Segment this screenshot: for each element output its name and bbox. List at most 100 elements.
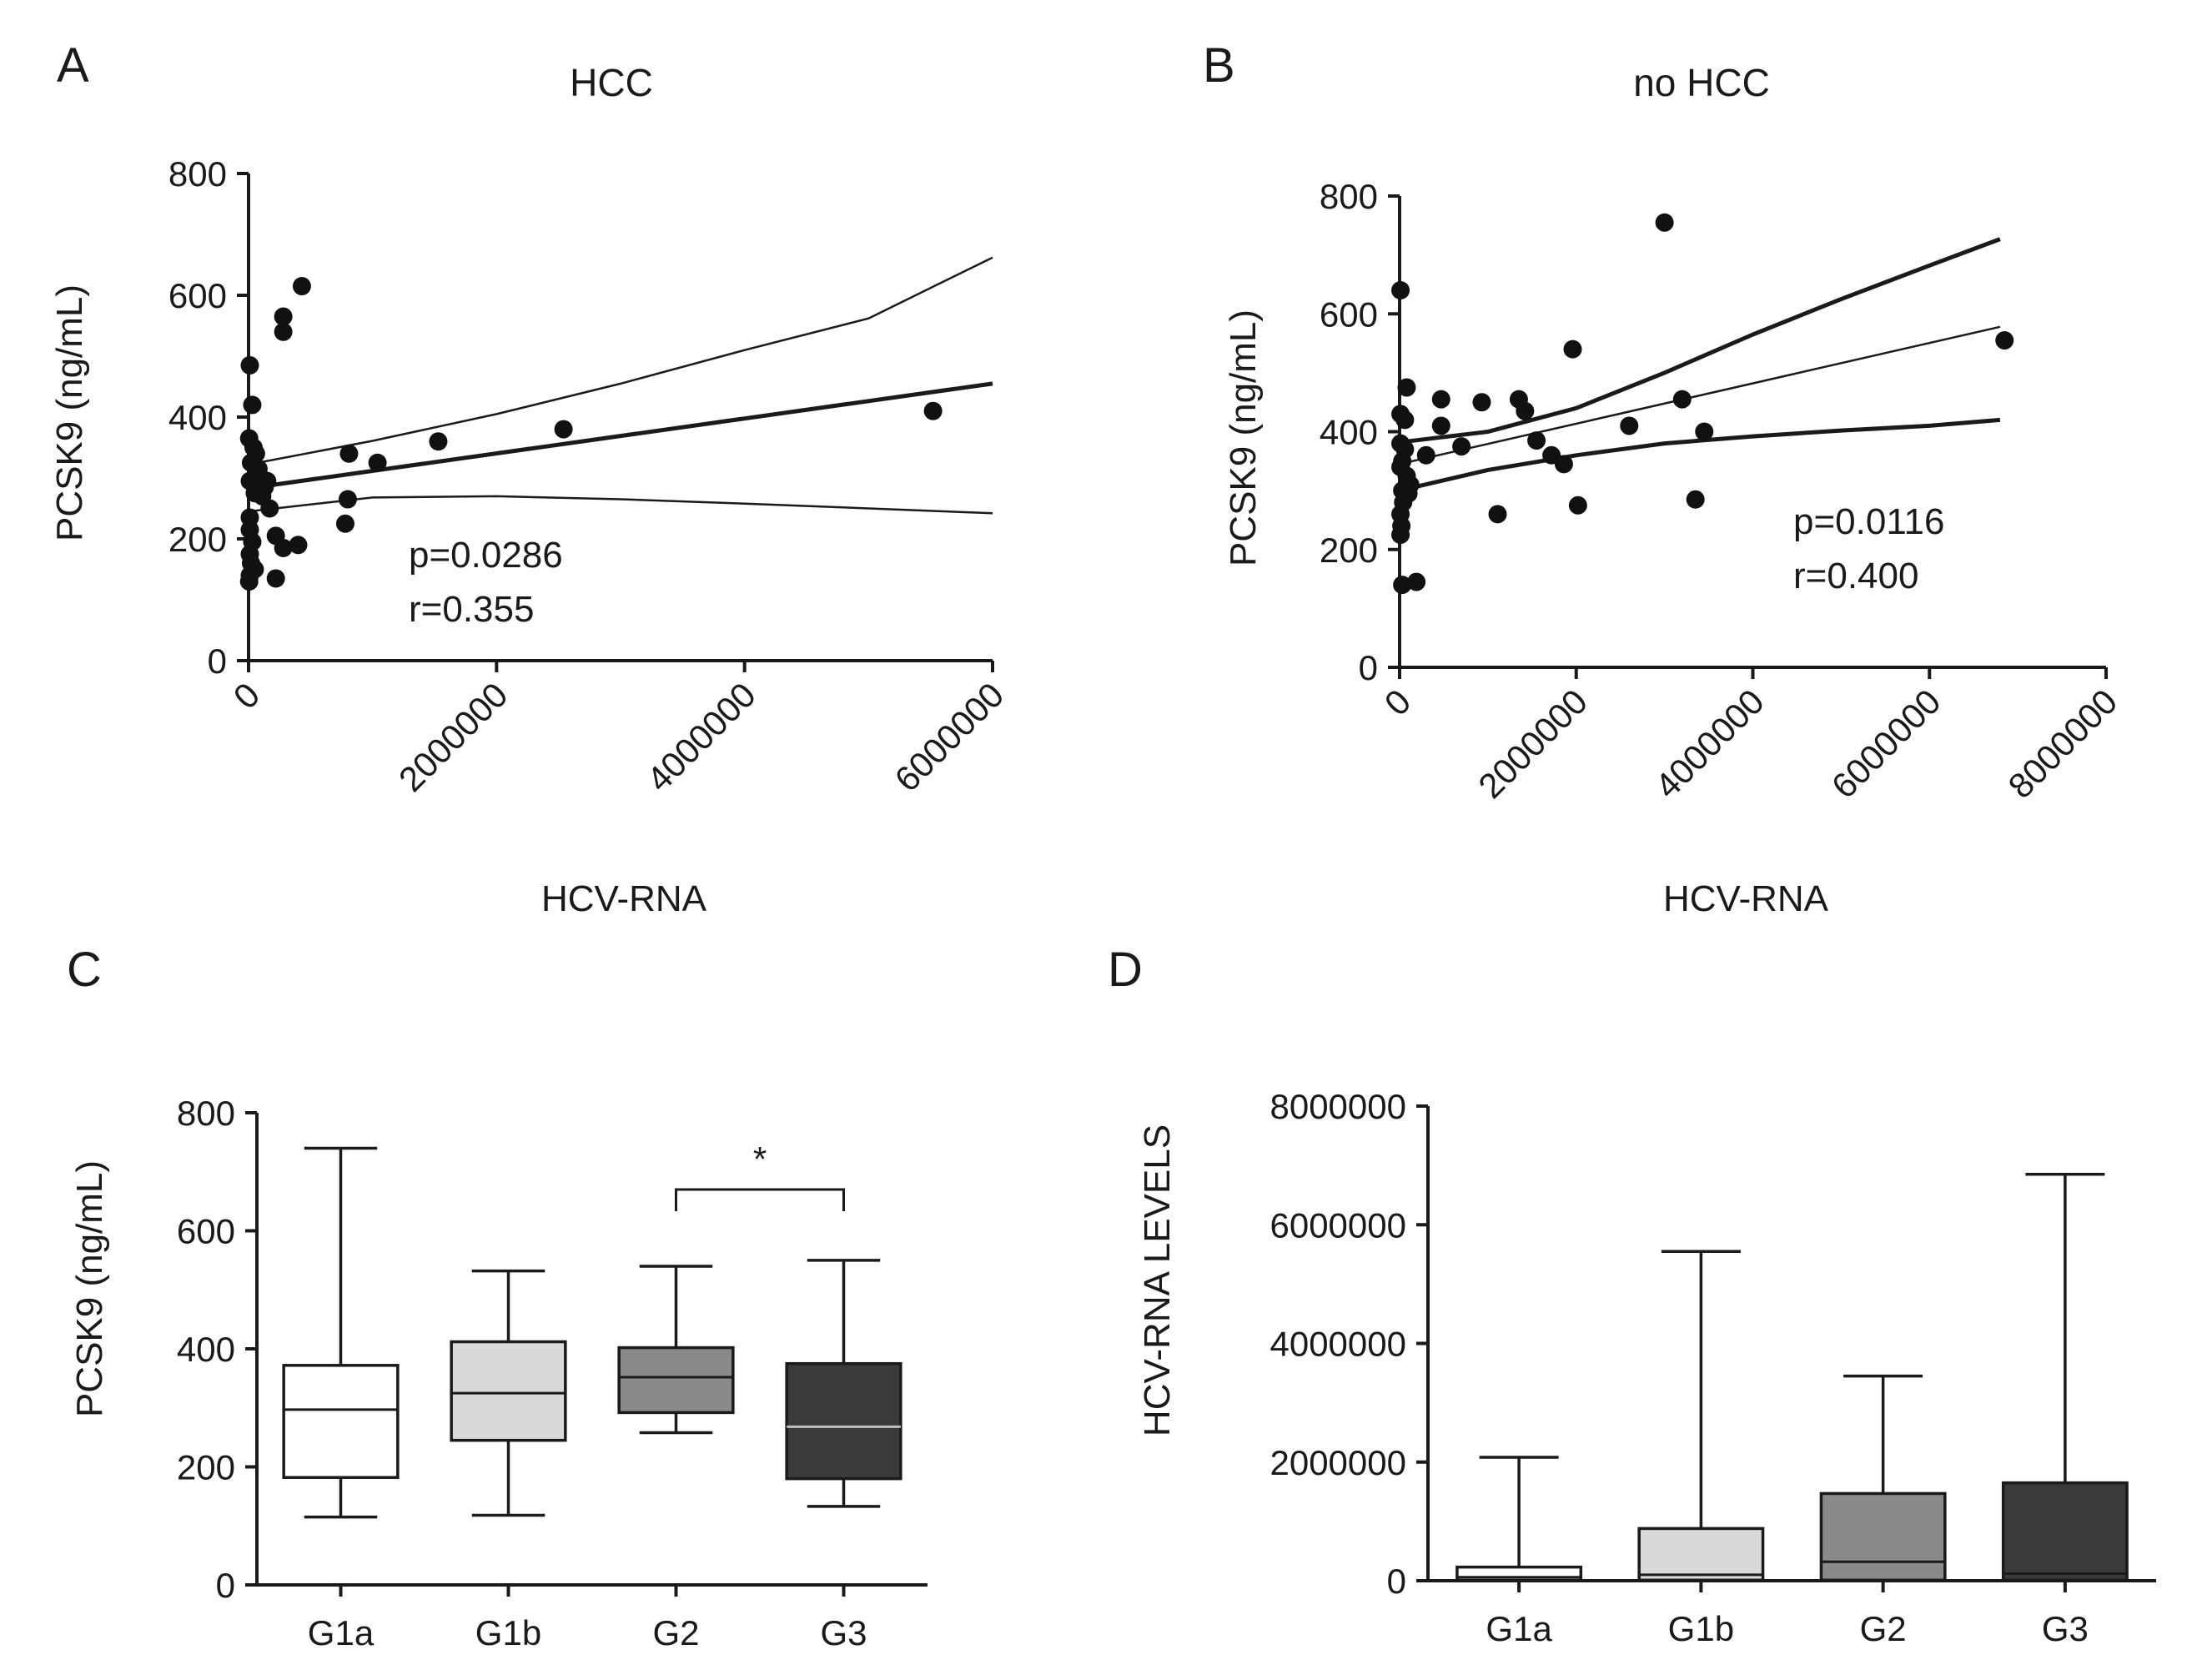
panel-d-y-tick-label: 4000000 — [1269, 1325, 1406, 1364]
panel-a-ci-lower — [248, 495, 993, 515]
panel-c-x-tick-label: G3 — [820, 1613, 867, 1652]
panel-b-title: no HCC — [1633, 61, 1770, 104]
panel-c-x-tick-label: G2 — [652, 1613, 699, 1652]
panel-a-y-tick-label: 800 — [168, 154, 227, 194]
panel-a-y-tick-label: 400 — [168, 398, 227, 437]
panel-b-data-point — [1568, 495, 1587, 515]
panel-c-box — [282, 1364, 400, 1479]
panel-c-x-tick-label: G1b — [475, 1613, 541, 1652]
panel-b-x-tick-label: 4000000 — [1647, 682, 1772, 806]
panel-letter-b: B — [1203, 38, 1235, 93]
panel-b-data-point — [1516, 401, 1535, 420]
panel-b-data-point — [1655, 213, 1674, 232]
panel-a-data-point — [260, 499, 279, 518]
panel-b-data-point — [1407, 572, 1426, 591]
panel-a-y-tick-label: 600 — [168, 276, 227, 315]
panel-b-regression-line — [1399, 325, 2001, 465]
panel-b-data-point — [1393, 576, 1412, 595]
panel-b-y-tick-label: 800 — [1320, 177, 1378, 216]
panel-a-data-point — [923, 401, 943, 420]
panel-b-data-point — [1431, 390, 1450, 409]
panel-a-r-value: r=0.355 — [409, 589, 534, 630]
panel-c-box — [617, 1346, 735, 1415]
panel-letter-d: D — [1108, 943, 1143, 997]
panel-b-data-point — [1488, 505, 1507, 524]
panel-b-data-point — [1391, 281, 1410, 299]
panel-d-y-tick-label: 0 — [1387, 1562, 1406, 1601]
panel-b-ylabel: PCSK9 (ng/mL) — [1223, 309, 1264, 566]
panel-b-x-tick-label: 2000000 — [1470, 682, 1595, 806]
panel-b-data-point — [1431, 416, 1450, 435]
panel-b-data-point — [1686, 490, 1705, 509]
panel-a-x-tick-label: 0 — [226, 675, 268, 717]
panel-a-data-point — [292, 277, 311, 296]
panel-d-x-tick-label: G1a — [1486, 1609, 1552, 1648]
panel-b-data-point — [1995, 331, 2014, 350]
panel-b-data-point — [1620, 416, 1639, 435]
panel-d-x-tick-label: G2 — [1860, 1609, 1907, 1648]
panel-c-box — [785, 1361, 902, 1481]
panel-a-data-point — [243, 395, 262, 415]
panel-d-x-tick-label: G1b — [1668, 1609, 1734, 1648]
panel-a-y-tick-label: 0 — [208, 641, 227, 681]
panel-a-ci-upper — [248, 256, 993, 466]
panel-a-p-value: p=0.0286 — [409, 535, 563, 576]
panel-a-data-point — [239, 572, 259, 591]
panel-a-x-tick-label: 6000000 — [887, 675, 1012, 799]
panel-d-ylabel: HCV-RNA LEVELS — [1137, 1124, 1178, 1436]
panel-b-p-value: p=0.0116 — [1793, 501, 1944, 542]
panel-a-plot: 0 200 400 600 800 0 2000000 4000000 6000000 — [168, 154, 1011, 799]
panel-a-data-point — [338, 490, 357, 509]
panel-b-xlabel: HCV-RNA — [1663, 878, 1829, 919]
panel-a-regression-line — [248, 381, 993, 490]
panel-d-plot: 0 2000000 4000000 6000000 8000000 G1a G1b G2 G3 — [1269, 1087, 2156, 1648]
panel-d-y-tick-label: 6000000 — [1269, 1205, 1406, 1245]
panel-a-data-point — [274, 322, 293, 341]
panel-b-data-point — [1416, 445, 1435, 465]
panel-b-r-value: r=0.400 — [1793, 556, 1918, 596]
panel-c-x-tick-label: G1a — [308, 1613, 375, 1652]
panel-c-y-tick-label: 800 — [177, 1094, 235, 1133]
panel-b-y-tick-label: 0 — [1359, 648, 1378, 687]
panel-b-data-point — [1395, 410, 1415, 430]
panel-b-data-point — [1527, 431, 1546, 450]
panel-c-significance-bracket — [675, 1188, 845, 1211]
panel-d-box — [2001, 1481, 2129, 1582]
panel-a-data-point — [240, 355, 259, 375]
panel-a-data-point — [429, 432, 448, 451]
panel-a-ylabel: PCSK9 (ng/mL) — [49, 284, 90, 541]
panel-b-data-point — [1472, 393, 1491, 412]
panel-d-y-tick-label: 2000000 — [1269, 1443, 1406, 1482]
panel-letter-a: A — [57, 38, 89, 93]
panel-a-x-tick-label: 4000000 — [639, 675, 763, 799]
panel-b-y-tick-label: 400 — [1320, 413, 1378, 452]
panel-b-ci-lower — [1399, 417, 2001, 493]
panel-c-ylabel: PCSK9 (ng/mL) — [69, 1160, 110, 1417]
panel-b-data-point — [1452, 437, 1471, 456]
panel-b-data-point — [1695, 422, 1714, 441]
panel-d-y-tick-label: 8000000 — [1269, 1087, 1406, 1126]
panel-d-box — [1819, 1491, 1947, 1582]
panel-b-data-point — [1563, 340, 1582, 359]
panel-a-data-point — [554, 420, 573, 439]
panel-b-data-point — [1554, 455, 1573, 474]
panel-c-y-tick-label: 400 — [177, 1330, 235, 1369]
panel-c-plot: 0 200 400 600 800 G1a G1b G2 G3 * — [177, 1094, 928, 1652]
panel-b-data-point — [1672, 390, 1692, 409]
panel-b-y-tick-label: 200 — [1320, 531, 1378, 570]
panel-b-data-point — [1397, 378, 1416, 397]
panel-a-data-point — [266, 569, 285, 588]
panel-c-y-tick-label: 0 — [216, 1566, 235, 1605]
panel-a-data-point — [368, 453, 387, 472]
panel-a-title: HCC — [570, 61, 653, 104]
panel-c-y-tick-label: 200 — [177, 1448, 235, 1487]
panel-a-data-point — [274, 307, 293, 326]
panel-b-plot: 0 200 400 600 800 0 2000000 4000000 6000000 80000… — [1320, 177, 2124, 806]
panel-b-ci-upper — [1399, 237, 2001, 445]
panel-a-y-tick-label: 200 — [168, 520, 227, 559]
panel-b-data-point — [1391, 526, 1410, 545]
panel-c-y-tick-label: 600 — [177, 1212, 235, 1251]
panel-b-x-tick-label: 8000000 — [2001, 682, 2125, 806]
panel-b-x-tick-label: 0 — [1377, 682, 1419, 723]
